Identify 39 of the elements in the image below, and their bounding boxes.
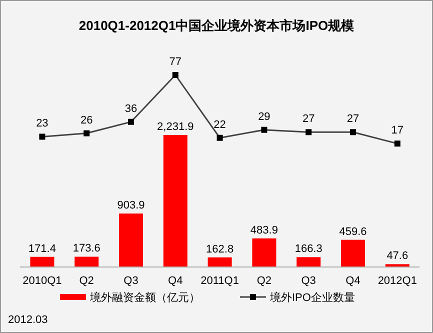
- data-label: 29: [258, 110, 270, 123]
- x-tick-label: Q2: [79, 275, 94, 287]
- x-tick-label: 2011Q1: [200, 275, 239, 287]
- x-tick-label: 2010Q1: [22, 275, 62, 287]
- bar: [119, 214, 143, 267]
- legend-label: 境外融资金额（亿元）: [89, 291, 200, 304]
- data-label: 27: [346, 113, 360, 126]
- bar: [30, 256, 54, 267]
- bar: [252, 238, 276, 267]
- data-label: 162.8: [206, 243, 234, 256]
- bar: [341, 240, 365, 267]
- bar: [208, 257, 232, 267]
- data-label: 17: [391, 124, 404, 137]
- data-label: 26: [80, 114, 93, 126]
- x-tick-label: Q4: [168, 275, 183, 287]
- bar: [74, 256, 99, 267]
- data-label: 47.6: [386, 250, 408, 262]
- bar: [296, 257, 321, 267]
- data-label: 903.9: [117, 200, 145, 212]
- data-label: 166.3: [294, 243, 322, 256]
- data-label: 23: [36, 118, 48, 130]
- data-label: 459.6: [339, 226, 367, 238]
- data-label: 77: [169, 56, 182, 68]
- data-label: 171.4: [28, 242, 56, 255]
- x-tick-label: 2012Q1: [378, 275, 417, 287]
- data-label: 27: [302, 113, 315, 126]
- chart-title: 2010Q1-2012Q1中国企业境外资本市场IPO规模: [78, 18, 354, 33]
- x-tick-label: Q3: [124, 275, 138, 287]
- data-label: 36: [124, 102, 138, 115]
- x-tick-label: Q3: [301, 275, 316, 287]
- text: 2012.03: [8, 314, 48, 326]
- x-tick-label: Q2: [256, 275, 272, 287]
- x-tick-label: Q4: [346, 275, 360, 287]
- data-label: 173.6: [72, 242, 100, 255]
- data-label: 2,231.9: [157, 121, 194, 133]
- data-label: 483.9: [250, 224, 278, 236]
- bar: [163, 135, 188, 267]
- legend-label: 境外IPO企业数量: [269, 291, 355, 304]
- data-label: 22: [214, 118, 226, 131]
